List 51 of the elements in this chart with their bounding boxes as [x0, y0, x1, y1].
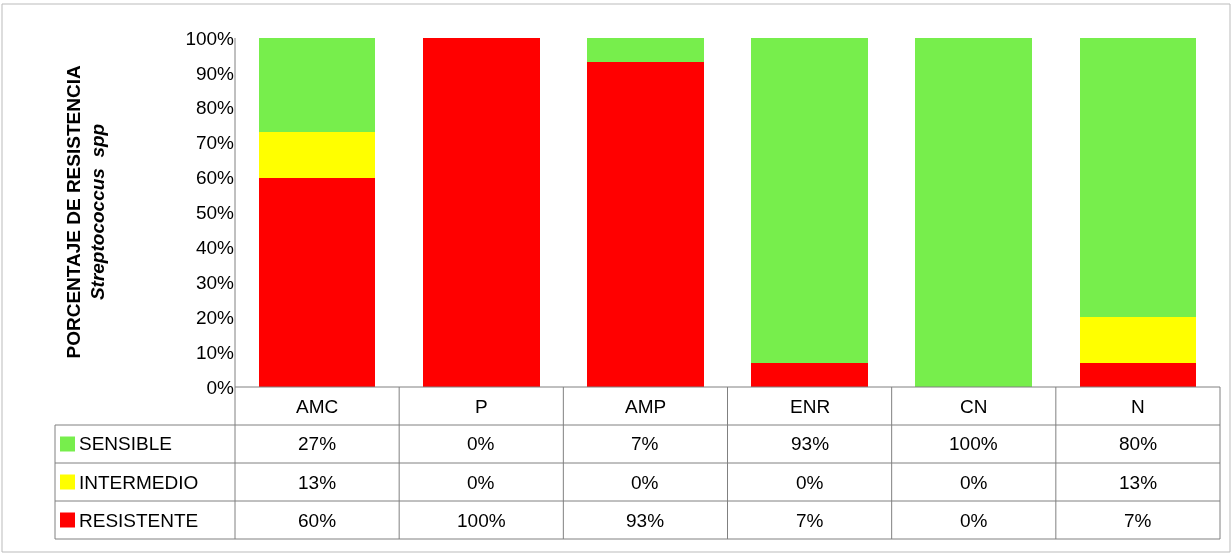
x-tick-label: CN — [960, 396, 988, 417]
y-tick-label: 40% — [195, 237, 235, 259]
bar — [915, 38, 1033, 387]
y-tick-label: 50% — [195, 202, 235, 224]
data-label: 7% — [1124, 510, 1152, 531]
bar — [1079, 38, 1197, 318]
bar — [258, 177, 376, 387]
data-label: 0% — [960, 510, 988, 531]
data-label: 0% — [467, 433, 495, 454]
legend-label: RESISTENTE — [79, 510, 199, 531]
data-label: 60% — [298, 510, 337, 531]
bar — [751, 38, 868, 363]
y-tick-label: 70% — [195, 132, 235, 154]
bar — [258, 38, 376, 133]
data-label: 13% — [298, 472, 337, 493]
data-label: 7% — [631, 433, 659, 454]
y-tick-label: 60% — [195, 167, 235, 189]
y-tick-label: 90% — [195, 62, 235, 84]
bar — [587, 38, 704, 63]
x-tick-label: ENR — [790, 396, 831, 417]
y-tick-label: 0% — [206, 376, 235, 398]
y-tick-label: 30% — [195, 271, 235, 293]
legend-label: INTERMEDIO — [79, 472, 199, 493]
bar — [1079, 362, 1197, 387]
data-label: 93% — [791, 433, 830, 454]
data-label: 0% — [631, 472, 659, 493]
data-label: 13% — [1119, 472, 1158, 493]
x-tick-label: N — [1131, 396, 1145, 417]
x-tick-label: P — [475, 396, 488, 417]
y-axis-title: PORCENTAJE DE RESISTENCIA Streptococcus spp — [62, 65, 109, 359]
data-label: 27% — [298, 433, 337, 454]
bar — [258, 132, 376, 178]
data-label: 0% — [467, 472, 495, 493]
y-tick-label: 100% — [185, 27, 235, 49]
data-label: 0% — [796, 472, 824, 493]
data-label: 7% — [796, 510, 824, 531]
y-tick-label: 10% — [195, 341, 235, 363]
data-label: 80% — [1119, 433, 1158, 454]
x-tick-label: AMP — [625, 396, 667, 417]
bar — [751, 362, 868, 387]
data-label: 100% — [949, 433, 998, 454]
legend-label: SENSIBLE — [79, 433, 172, 454]
y-tick-label: 80% — [195, 97, 235, 119]
data-label: 100% — [457, 510, 506, 531]
y-tick-label: 20% — [195, 306, 235, 328]
x-tick-label: AMC — [296, 396, 339, 417]
bar — [422, 38, 540, 387]
bar — [587, 62, 704, 387]
data-label: 0% — [960, 472, 988, 493]
bar — [1079, 317, 1197, 363]
data-label: 93% — [626, 510, 665, 531]
